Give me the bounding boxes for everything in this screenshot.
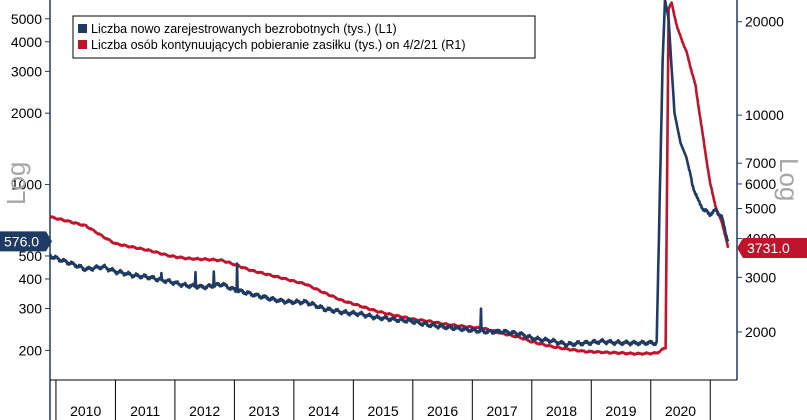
left-tick-label: 3000	[11, 63, 42, 79]
right-tick-label: 20000	[745, 14, 784, 30]
right-tick-label: 6000	[745, 176, 776, 192]
left-axis-label: Log	[1, 162, 31, 205]
x-tick-label: 2014	[308, 403, 339, 419]
x-tick-label: 2011	[130, 403, 160, 419]
last-value-badge-new-claims	[0, 231, 52, 252]
left-tick-label: 500	[19, 248, 43, 264]
series-lines	[48, 0, 730, 357]
x-tick-label: 2013	[249, 403, 280, 419]
last-value-continuing-claims: 3731.0	[747, 240, 790, 256]
legend-entry-continuing-claims: Liczba osób kontynuujących pobieranie za…	[91, 38, 466, 52]
legend-entry-new-claims: Liczba nowo zarejestrowanych bezrobotnyc…	[91, 22, 397, 36]
left-axis-ticks: 200 300 400 500 1000 2000 3000 4000 5000	[11, 11, 50, 358]
left-tick-label: 200	[19, 342, 43, 358]
left-tick-label: 300	[19, 301, 43, 317]
right-tick-label: 5000	[745, 200, 776, 216]
legend-swatch-new-claims	[78, 24, 87, 33]
x-tick-label: 2019	[605, 403, 636, 419]
last-value-labels: 576.0 3731.0	[0, 231, 807, 258]
x-tick-label: 2012	[189, 403, 220, 419]
right-axis-label: Log	[774, 158, 804, 201]
legend-swatch-continuing-claims	[78, 40, 87, 49]
right-tick-label: 7000	[745, 155, 776, 171]
left-tick-label: 4000	[11, 34, 42, 50]
axis-lines	[49, 0, 738, 420]
x-tick-label: 2018	[546, 403, 577, 419]
x-tick-label: 2015	[368, 403, 399, 419]
series-line-new-claims	[49, 0, 730, 348]
left-tick-label: 400	[19, 271, 43, 287]
right-tick-label: 10000	[745, 107, 784, 123]
left-tick-label: 5000	[11, 11, 42, 27]
legend: Liczba nowo zarejestrowanych bezrobotnyc…	[72, 15, 536, 59]
x-tick-label: 2017	[486, 403, 517, 419]
x-tick-label: 2010	[70, 403, 101, 419]
right-tick-label: 2000	[745, 324, 776, 340]
x-tick-label: 2020	[665, 403, 696, 419]
left-tick-label: 1000	[11, 177, 42, 193]
series-line-continuing-claims	[48, 1, 730, 357]
last-value-badge-continuing-claims	[737, 237, 807, 258]
legend-box	[72, 15, 536, 59]
left-tick-label: 2000	[11, 105, 42, 121]
x-axis-ticks: 2010 2011 2012 2013 2014 2015 2016 2017 2018 2019…	[55, 380, 711, 420]
last-value-new-claims: 576.0	[4, 233, 39, 249]
right-tick-label: 3000	[745, 269, 776, 285]
x-tick-label: 2016	[427, 403, 458, 419]
